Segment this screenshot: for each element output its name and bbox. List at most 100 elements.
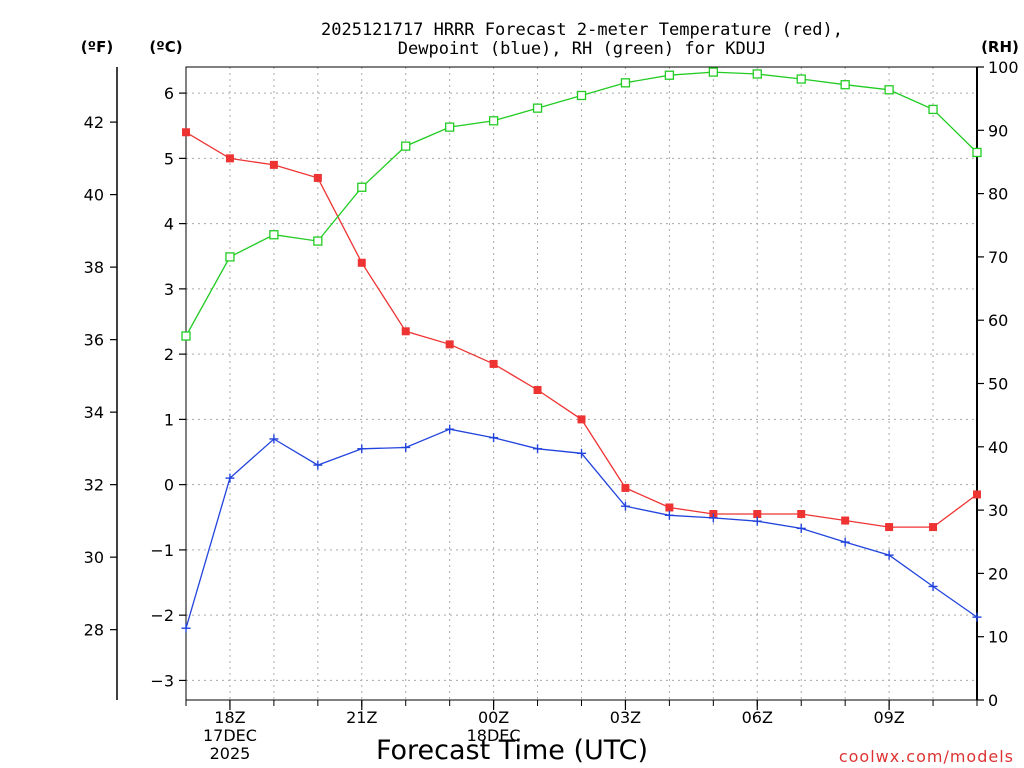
- celsius-tick-label: −3: [150, 671, 174, 690]
- temperature-point: [225, 154, 234, 163]
- dewpoint-point: [577, 448, 586, 458]
- plot-frame: [185, 66, 978, 701]
- dewpoint-point: [840, 537, 850, 547]
- dewpoint-point: [489, 433, 499, 443]
- dewpoint-point: [620, 501, 630, 511]
- celsius-tick-label: −2: [150, 606, 174, 625]
- rh-tick-label: 30: [988, 501, 1008, 520]
- temperature-point: [665, 503, 674, 512]
- dewpoint-point: [401, 442, 411, 452]
- rh-point: [576, 90, 587, 101]
- dewpoint-point: [708, 513, 718, 523]
- x-tick-label: 06Z: [742, 708, 773, 727]
- rh-point: [357, 182, 367, 192]
- temperature-point: [489, 359, 498, 368]
- rh-point: [884, 85, 894, 95]
- rh-point: [620, 78, 631, 88]
- fahrenheit-tick-label: 40: [84, 186, 104, 205]
- chart-subtitle: Dewpoint (blue), RH (green) for KDUJ: [398, 39, 766, 59]
- x-tick-label: 09Z: [873, 708, 904, 727]
- fahrenheit-unit-label: (ºF): [81, 38, 113, 56]
- data-series: [181, 67, 982, 633]
- x-tick-label: 18Z: [214, 708, 245, 727]
- dewpoint-point: [796, 523, 806, 533]
- tick-labels: 2830323436384042−3−2−1012345601020304050…: [84, 58, 1019, 763]
- fahrenheit-tick-label: 28: [84, 621, 104, 640]
- rh-tick-label: 0: [988, 691, 998, 710]
- x-tick-label: 17DEC: [203, 726, 257, 745]
- rh-tick-label: 80: [988, 185, 1008, 204]
- dewpoint-point: [313, 460, 323, 470]
- dewpoint-point: [533, 444, 543, 454]
- celsius-tick-label: 6: [164, 84, 174, 103]
- temperature-point: [182, 128, 190, 137]
- temperature-point: [313, 173, 322, 182]
- chart-title: 2025121717 HRRR Forecast 2-meter Tempera…: [321, 20, 843, 40]
- rh-unit-label: (RH): [981, 38, 1019, 56]
- dewpoint-point: [445, 424, 455, 434]
- temperature-point: [973, 490, 981, 499]
- temperature-point: [445, 340, 454, 349]
- dewpoint-point: [357, 444, 367, 454]
- dewpoint-point: [269, 434, 279, 444]
- rh-point: [840, 80, 850, 90]
- temperature-line: [185, 131, 978, 528]
- rh-tick-label: 90: [988, 121, 1008, 140]
- fahrenheit-tick-label: 38: [84, 258, 104, 277]
- rh-point: [181, 331, 191, 341]
- rh-tick-label: 10: [988, 628, 1008, 647]
- temperature-point: [841, 516, 850, 525]
- celsius-tick-label: 0: [164, 476, 174, 495]
- dewpoint-point: [225, 473, 235, 483]
- rh-point: [401, 141, 411, 151]
- rh-tick-label: 50: [988, 375, 1008, 394]
- fahrenheit-tick-label: 30: [84, 548, 104, 567]
- rh-tick-label: 20: [988, 564, 1008, 583]
- temperature-point: [533, 386, 542, 395]
- dewpoint-point: [884, 550, 894, 560]
- temperature-point: [401, 327, 410, 336]
- dewpoint-point: [752, 516, 762, 526]
- grid-lines: [185, 67, 978, 700]
- temperature-point: [621, 483, 630, 492]
- rh-point: [313, 236, 323, 246]
- fahrenheit-tick-label: 34: [84, 403, 104, 422]
- temperature-point: [929, 523, 938, 532]
- celsius-tick-label: 3: [164, 280, 174, 299]
- rh-tick-label: 70: [988, 248, 1008, 267]
- x-tick-label: 18DEC: [467, 726, 521, 745]
- x-tick-label: 03Z: [610, 708, 641, 727]
- dewpoint-point: [928, 581, 938, 591]
- celsius-tick-label: 1: [164, 410, 174, 429]
- rh-point: [445, 122, 455, 132]
- rh-point: [488, 116, 499, 126]
- fahrenheit-tick-label: 32: [84, 476, 104, 495]
- rh-point: [972, 147, 982, 158]
- dewpoint-point: [972, 612, 982, 622]
- rh-point: [708, 67, 718, 77]
- dewpoint-point: [181, 623, 191, 633]
- fahrenheit-tick-label: 36: [84, 331, 104, 350]
- rh-point: [532, 103, 543, 113]
- dewpoint-point: [664, 510, 674, 520]
- celsius-tick-label: −1: [150, 541, 174, 560]
- temperature-point: [753, 510, 762, 519]
- temperature-point: [797, 510, 806, 519]
- celsius-tick-label: 2: [164, 345, 174, 364]
- dewpoint-line: [185, 428, 978, 629]
- rh-point: [796, 74, 806, 84]
- temperature-point: [577, 415, 586, 424]
- temperature-point: [357, 258, 366, 267]
- celsius-tick-label: 5: [164, 149, 174, 168]
- rh-point: [752, 69, 762, 79]
- rh-point: [269, 230, 279, 240]
- fahrenheit-tick-label: 42: [84, 113, 104, 132]
- rh-tick-label: 40: [988, 438, 1008, 457]
- rh-tick-label: 60: [988, 311, 1008, 330]
- x-tick-label: 00Z: [478, 708, 509, 727]
- credit-text: coolwx.com/models: [839, 747, 1014, 766]
- x-tick-label: 21Z: [346, 708, 377, 727]
- rh-tick-label: 100: [988, 58, 1019, 77]
- celsius-tick-label: 4: [164, 215, 174, 234]
